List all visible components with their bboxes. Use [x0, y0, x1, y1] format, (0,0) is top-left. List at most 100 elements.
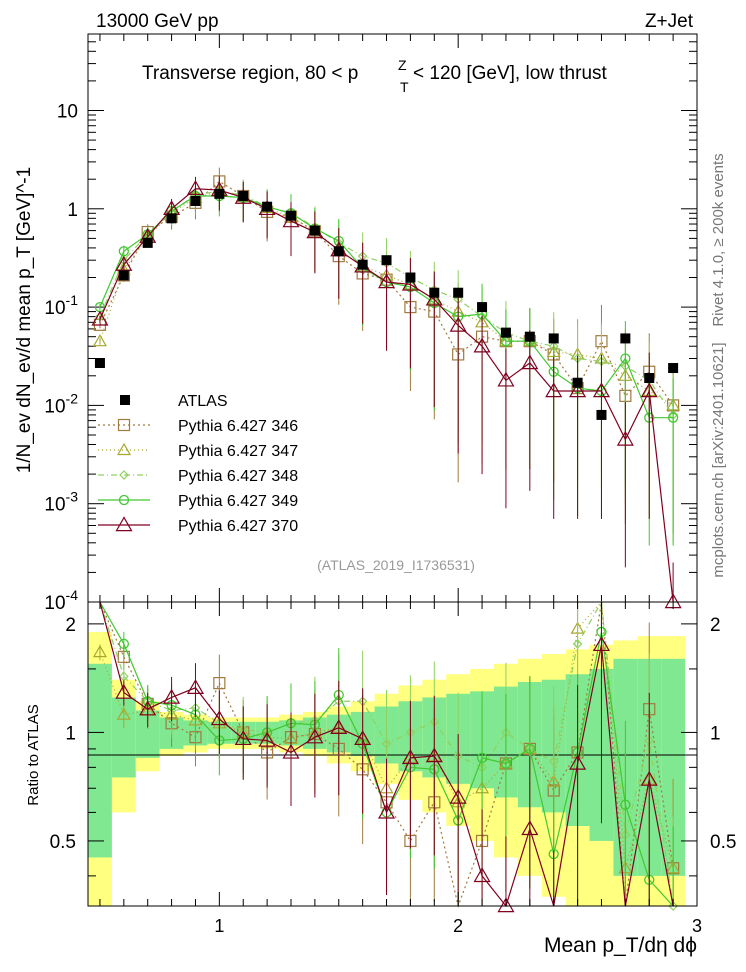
- legend-marker-2: [116, 442, 132, 456]
- atlas-data-point: [238, 190, 249, 201]
- main-data-point: [592, 382, 611, 398]
- x-tick-label: 3: [692, 916, 702, 936]
- ratio-y-tick-label: 0.5: [50, 832, 76, 853]
- atlas-data-point: [309, 225, 320, 236]
- ratio-y-tick-label-right: 0.5: [710, 832, 736, 853]
- ratio-data-point: [186, 679, 205, 694]
- legend-marker-3: [119, 470, 129, 480]
- ratio-data-point: [548, 756, 559, 767]
- ratio-data-point: [425, 747, 443, 763]
- atlas-data-point: [118, 270, 129, 281]
- ratio-data-point: [234, 730, 252, 746]
- rivet-version-label: Rivet 4.1.0, ≥ 200k events: [710, 153, 727, 326]
- main-axis-ticks: 10-4 10-3 10-2 10-1 1 10: [44, 33, 698, 614]
- ratio-data-point: [213, 677, 226, 690]
- atlas-data-point: [644, 372, 655, 383]
- atlas-data-point: [166, 213, 177, 224]
- main-series-5: [91, 176, 682, 609]
- atlas-data-point: [596, 409, 607, 420]
- atlas-data-point: [405, 272, 416, 283]
- atlas-data-series: [94, 188, 679, 420]
- atlas-data-point: [477, 302, 488, 313]
- x-tick-label: 2: [453, 916, 463, 936]
- ratio-data-point: [521, 820, 539, 836]
- ratio-data-point: [497, 897, 515, 913]
- y-axis-label: 1/N_ev dN_ev/d mean p_T [GeV]^-1: [14, 167, 35, 473]
- main-data-point: [425, 290, 443, 306]
- title-sub: T: [400, 79, 409, 95]
- main-data-point: [91, 310, 109, 326]
- atlas-data-point: [572, 377, 583, 388]
- ratio-data-point: [139, 700, 157, 716]
- main-data-point: [473, 337, 491, 353]
- atlas-syst-band-inner: [135, 710, 160, 758]
- legend-label-4: Pythia 6.427 349: [178, 493, 298, 510]
- atlas-data-point: [620, 333, 631, 344]
- atlas-data-point: [500, 327, 511, 338]
- ratio-data-point: [354, 730, 372, 746]
- ratio-y-tick-label: 1: [65, 723, 76, 744]
- ratio-data-point: [210, 710, 228, 726]
- ratio-axis-ticks: 1 2 3 0.5 0.5 1 1 2 2: [50, 602, 736, 936]
- ratio-series-5: [99, 601, 674, 913]
- atlas-data-point: [524, 331, 535, 342]
- legend: ATLAS Pythia 6.427 346 Pythia 6.427 347 Pyt…: [98, 393, 298, 535]
- atlas-syst-band-inner: [88, 663, 112, 858]
- main-data-point: [569, 382, 587, 398]
- ratio-data-point: [640, 770, 658, 786]
- header-energy: 13000 GeV pp: [96, 11, 219, 32]
- ratio-data-point: [118, 638, 129, 650]
- main-data-point: [377, 273, 396, 289]
- x-axis-label: Mean p_T/dη dϕ: [544, 934, 697, 957]
- ratio-data-point: [377, 803, 396, 819]
- atlas-data-point: [286, 210, 296, 221]
- main-data-point: [449, 316, 467, 332]
- legend-label-3: Pythia 6.427 348: [178, 468, 298, 485]
- main-y-tick-label: 10-1: [44, 292, 78, 319]
- atlas-data-point: [333, 246, 344, 257]
- main-data-point: [521, 354, 539, 370]
- chart-title: Transverse region, 80 < p Z T < 120 [GeV…: [142, 57, 608, 95]
- ratio-data-point: [330, 719, 348, 735]
- ratio-y-tick-label-right: 1: [710, 723, 721, 744]
- ratio-data-point: [569, 754, 587, 770]
- ratio-data-point: [115, 683, 133, 699]
- ratio-data-point: [572, 639, 583, 649]
- ratio-data-point: [524, 743, 535, 755]
- atlas-data-point: [262, 201, 273, 212]
- legend-marker-4: [118, 494, 130, 506]
- atlas-data-point: [214, 188, 225, 199]
- ratio-data-point: [401, 749, 419, 765]
- title-main-part: Transverse region, 80 < p: [142, 63, 358, 84]
- mcplots-source-label: mcplots.cern.ch [arXiv:2401.10621]: [710, 342, 727, 577]
- main-y-tick-label: 10-3: [44, 489, 78, 516]
- ratio-y-tick-label-right: 2: [710, 615, 721, 636]
- header-process: Z+Jet: [645, 11, 694, 32]
- ratio-data-point: [473, 867, 491, 883]
- main-data-point: [620, 353, 631, 364]
- ratio-data-point: [118, 671, 129, 682]
- main-y-tick-label: 10-4: [44, 587, 78, 614]
- ratio-data-point: [620, 799, 631, 810]
- main-data-point: [92, 333, 107, 347]
- ratio-data-point: [116, 707, 131, 720]
- ratio-frame: [87, 601, 698, 907]
- atlas-data-point: [668, 363, 679, 374]
- ratio-data-point: [476, 752, 488, 764]
- main-data-point: [186, 180, 205, 195]
- main-data-point: [401, 275, 419, 291]
- main-series-layer: [91, 167, 682, 609]
- analysis-id: (ATLAS_2019_I1736531): [317, 557, 475, 573]
- ratio-data-point: [163, 688, 181, 704]
- legend-marker-atlas: [120, 395, 130, 405]
- legend-label-atlas: ATLAS: [178, 393, 228, 410]
- ratio-y-axis-label: Ratio to ATLAS: [25, 704, 42, 805]
- ratio-data-point: [92, 644, 107, 658]
- ratio-data-point: [668, 901, 678, 911]
- main-data-point: [115, 255, 133, 271]
- legend-label-1: Pythia 6.427 346: [178, 418, 298, 435]
- atlas-data-point: [429, 287, 440, 298]
- legend-label-2: Pythia 6.427 347: [178, 443, 298, 460]
- atlas-data-point: [357, 259, 368, 270]
- atlas-data-point: [381, 255, 392, 266]
